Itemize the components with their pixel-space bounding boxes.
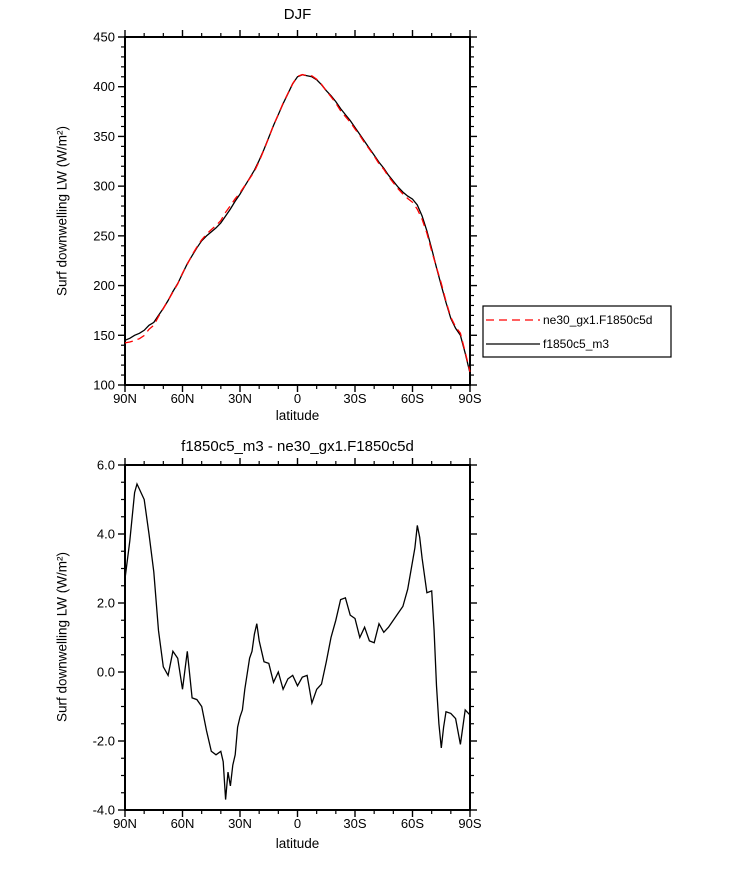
series-line-ne30-gx1-f1850c5d (124, 73, 471, 372)
series-line-f1850c5-m3-ne30-gx1-f1850c5d (124, 482, 471, 800)
djf-chart-canvas: 90N 60N 30N 0 30S 60S 90S 100 150 200 250 300 350 400… (93, 30, 672, 406)
y-tick-label: -2.0 (93, 734, 115, 749)
chart2-title: f1850c5_m3 - ne30_gx1.F1850c5d (181, 438, 414, 455)
chart1-y-axis-label: Surf downwelling LW (W/m²) (54, 125, 70, 297)
legend-label: ne30_gx1.F1850c5d (543, 313, 652, 327)
y-tick-label: 400 (93, 79, 115, 94)
x-tick-label: 90S (458, 391, 481, 406)
x-tick-label: 60N (171, 816, 195, 831)
x-tick-label: 90N (113, 816, 137, 831)
x-tick-label: 30S (343, 391, 366, 406)
y-tick-label: 6.0 (97, 458, 115, 473)
y-tick-label: 300 (93, 179, 115, 194)
y-tick-label: 100 (93, 378, 115, 393)
x-tick-label: 90N (113, 391, 137, 406)
legend-label: f1850c5_m3 (543, 337, 609, 351)
x-tick-label: 90S (458, 816, 481, 831)
plot-frame (124, 36, 471, 386)
x-tick-label: 30N (228, 391, 252, 406)
x-tick-label: 30N (228, 816, 252, 831)
y-tick-label: 0.0 (97, 665, 115, 680)
y-tick-label: -4.0 (93, 803, 115, 818)
x-tick-label: 0 (294, 816, 301, 831)
y-tick-label: 450 (93, 30, 115, 45)
x-tick-label: 0 (294, 391, 301, 406)
y-tick-label: 150 (93, 328, 115, 343)
x-tick-label: 60S (401, 816, 424, 831)
y-tick-label: 250 (93, 228, 115, 243)
y-tick-label: 350 (93, 129, 115, 144)
chart1-title: DJF (283, 6, 312, 23)
difference-chart-canvas: 90N 60N 30N 0 30S 60S 90S -4.0 -2.0 0.0 2.0 4.0 6.0 (93, 458, 482, 832)
plot-frame (124, 464, 471, 811)
x-tick-label: 60S (401, 391, 424, 406)
legend-box (482, 305, 672, 358)
y-tick-label: 4.0 (97, 527, 115, 542)
x-tick-label: 30S (343, 816, 366, 831)
y-tick-label: 2.0 (97, 596, 115, 611)
x-tick-label: 60N (171, 391, 195, 406)
y-tick-label: 200 (93, 278, 115, 293)
chart2-x-axis-label: latitude (275, 836, 320, 851)
chart2-y-axis-label: Surf downwelling LW (W/m²) (54, 551, 70, 723)
series-line-f1850c5-m3 (124, 74, 471, 374)
chart1-x-axis-label: latitude (275, 408, 320, 423)
